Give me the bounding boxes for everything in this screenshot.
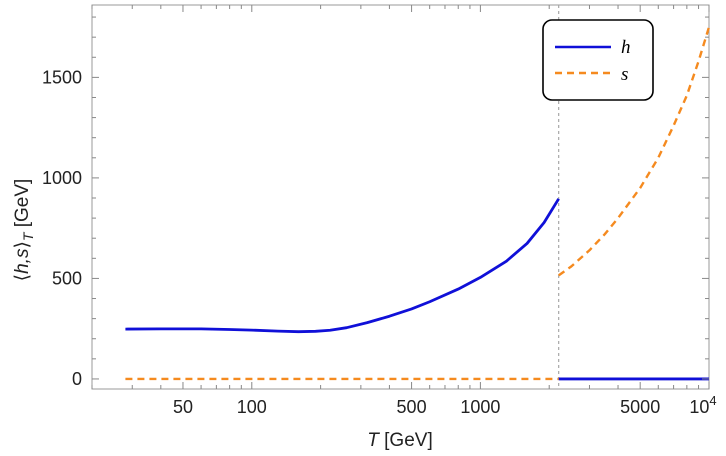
y-axis-subscript: T [20, 231, 36, 241]
plot-frame [91, 4, 710, 390]
x-tick-label: 5000 [620, 397, 660, 417]
legend-box [542, 19, 654, 101]
x-axis-label: T [GeV] [367, 430, 432, 451]
x-tick-label: 100 [237, 397, 267, 417]
x-axis-unit: [GeV] [379, 430, 433, 451]
legend-label-s: s [621, 64, 628, 85]
y-axis-suffix: ⟩ [12, 241, 33, 248]
y-tick-label: 500 [52, 268, 82, 288]
y-axis-label: ⟨h,s⟩T [GeV] [12, 179, 36, 282]
x-tick-label: 1000 [460, 397, 500, 417]
plot-area [125, 26, 711, 381]
x-tick-label: 500 [397, 397, 427, 417]
x-axis-var: T [367, 430, 380, 451]
y-tick-label: 0 [72, 369, 82, 389]
tick-labels: 50 100 500 1000 5000 104 0 500 1000 1500 [42, 67, 717, 417]
legend: h s [542, 19, 654, 101]
y-axis-var: h,s [12, 248, 33, 274]
x-tick-label: 50 [173, 397, 193, 417]
y-tick-label: 1000 [42, 168, 82, 188]
x-tick-label: 104 [689, 393, 716, 417]
axis-ticks [91, 5, 710, 389]
y-axis-prefix: ⟨ [12, 274, 33, 281]
series-s-segment-1 [557, 26, 711, 277]
y-tick-label: 1500 [42, 67, 82, 87]
y-axis-unit: [GeV] [12, 179, 33, 233]
legend-label-h: h [621, 37, 631, 58]
gridlines [91, 4, 710, 390]
series-h-segment-0 [125, 198, 560, 334]
